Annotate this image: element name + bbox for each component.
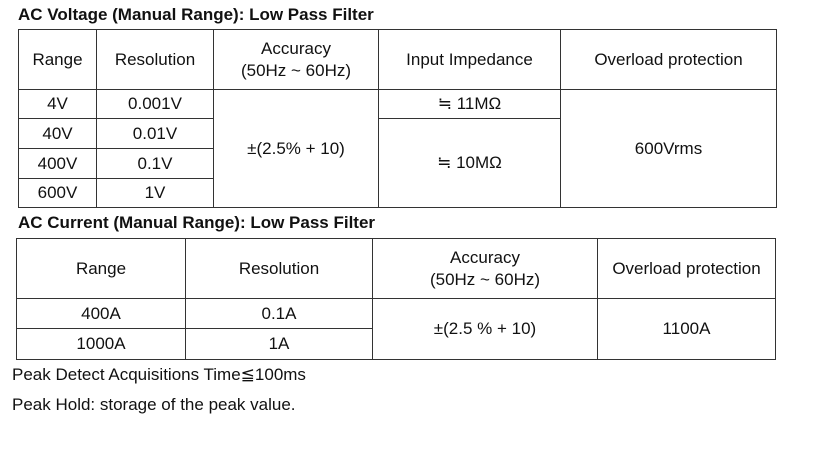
table-row: 1000A 1A (16, 328, 776, 360)
range-cell: 1000A (16, 328, 186, 360)
header-accuracy-label: Accuracy (450, 247, 520, 267)
resolution-cell: 0.01V (96, 118, 214, 149)
header-resolution: Resolution (185, 238, 373, 299)
header-resolution: Resolution (96, 29, 214, 90)
header-accuracy-label: Accuracy (261, 38, 331, 58)
peak-hold-note: Peak Hold: storage of the peak value. (12, 395, 296, 414)
resolution-cell: 0.1A (185, 298, 373, 329)
resolution-cell: 1A (185, 328, 373, 360)
header-accuracy-freq: (50Hz ~ 60Hz) (240, 60, 352, 80)
resolution-cell: 1V (96, 178, 214, 208)
range-cell: 600V (18, 178, 97, 208)
range-cell: 400A (16, 298, 186, 329)
ac-voltage-title: AC Voltage (Manual Range): Low Pass Filt… (18, 5, 374, 24)
accuracy-cell: ±(2.5% + 10) (213, 89, 379, 208)
header-overload: Overload protection (560, 29, 777, 90)
peak-detect-note: Peak Detect Acquisitions Time≦100ms (12, 365, 306, 384)
resolution-cell: 0.1V (96, 148, 214, 179)
header-range: Range (18, 29, 97, 90)
ac-voltage-table: Range Resolution Accuracy (50Hz ~ 60Hz) … (18, 29, 777, 208)
range-cell: 40V (18, 118, 97, 149)
table-row: 40V 0.01V ≒ 10MΩ (18, 118, 777, 208)
header-input-impedance: Input Impedance (378, 29, 561, 90)
ac-current-table: Range Resolution Accuracy (50Hz ~ 60Hz) … (16, 238, 776, 360)
resolution-cell: 0.001V (96, 89, 214, 119)
table-row: 400A 0.1A ±(2.5 % + 10) 1100A (16, 298, 776, 360)
overload-cell: 1100A (597, 298, 776, 360)
table-header-row: Range Resolution Accuracy (50Hz ~ 60Hz) … (18, 29, 777, 90)
table-row: 4V 0.001V ±(2.5% + 10) ≒ 11MΩ 600Vrms (18, 89, 777, 208)
ac-current-title: AC Current (Manual Range): Low Pass Filt… (18, 213, 376, 232)
range-cell: 4V (18, 89, 97, 119)
header-accuracy-freq: (50Hz ~ 60Hz) (429, 269, 541, 289)
header-accuracy: Accuracy (50Hz ~ 60Hz) (213, 29, 379, 90)
header-accuracy: Accuracy (50Hz ~ 60Hz) (372, 238, 598, 299)
range-cell: 400V (18, 148, 97, 179)
overload-cell: 600Vrms (560, 89, 777, 208)
table-header-row: Range Resolution Accuracy (50Hz ~ 60Hz) … (16, 238, 776, 299)
table-row: 400V 0.1V (18, 148, 777, 179)
accuracy-cell: ±(2.5 % + 10) (372, 298, 598, 360)
impedance-cell-other: ≒ 10MΩ (378, 118, 561, 208)
header-range: Range (16, 238, 186, 299)
header-overload: Overload protection (597, 238, 776, 299)
impedance-cell-4v: ≒ 11MΩ (378, 89, 561, 119)
table-row: 600V 1V (18, 178, 777, 208)
